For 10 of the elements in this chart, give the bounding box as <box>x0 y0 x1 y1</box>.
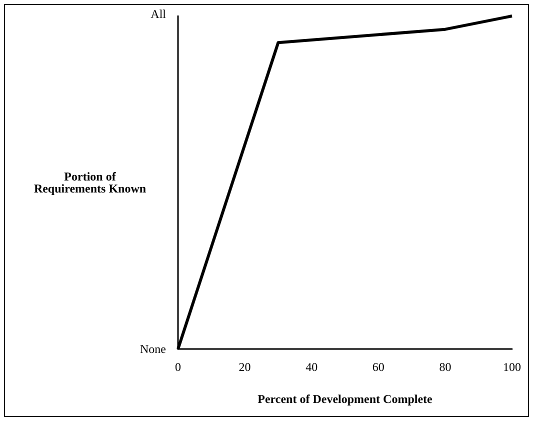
x-tick-label: 80 <box>439 360 452 374</box>
text: None <box>140 342 166 356</box>
x-tick-label: 40 <box>306 360 318 374</box>
y-axis-title: Portion of Requirements Known <box>34 170 146 196</box>
x-tick-label: 20 <box>238 360 251 374</box>
text: All <box>150 7 167 21</box>
x-axis-title: Percent of Development Complete <box>258 392 434 406</box>
x-tick-label: 60 <box>372 360 384 374</box>
x-tick-label: 0 <box>175 360 181 374</box>
x-tick-label: 100 <box>503 360 521 374</box>
